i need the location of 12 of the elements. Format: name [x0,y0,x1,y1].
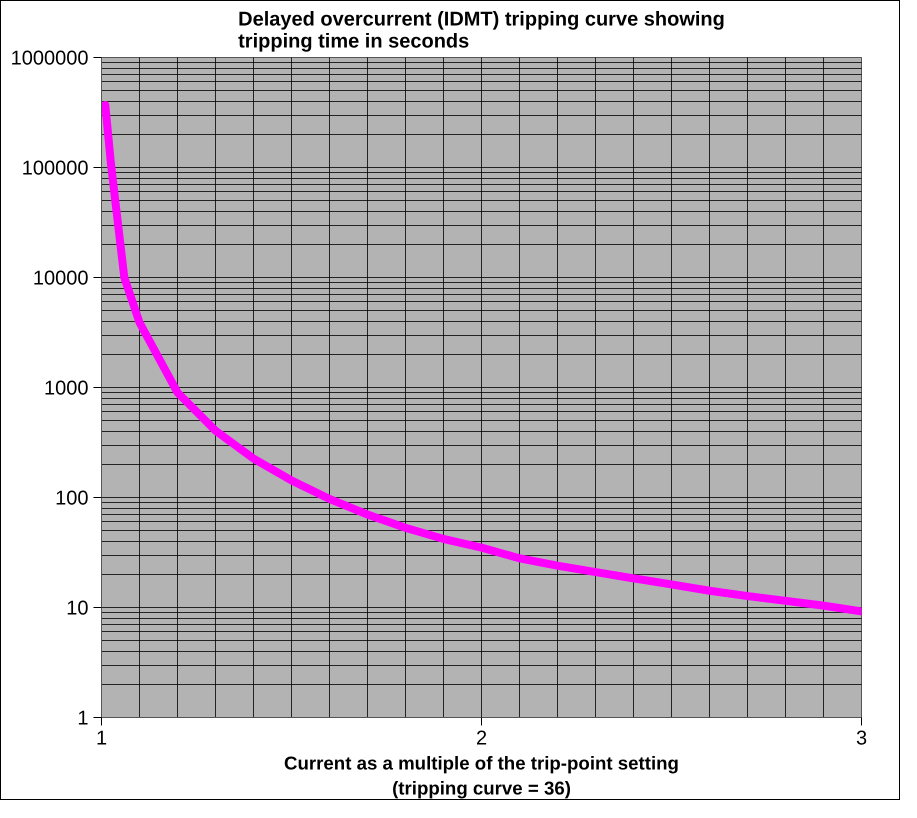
y-tick-label: 100000 [22,158,89,180]
y-tick-label: 1 [77,708,88,730]
x-tick-label: 1 [96,728,108,750]
y-tick-label: 1000 [44,378,89,400]
x-tick-label: 3 [856,728,868,750]
y-tick-label: 10 [66,598,89,620]
y-tick-label: 100 [55,488,89,510]
chart-title: Delayed overcurrent (IDMT) tripping curve showing tripping time in seconds [238,8,725,52]
x-tick-label: 2 [476,728,488,750]
y-tick-label: 10000 [32,268,89,290]
y-tick-label: 1000000 [10,48,89,70]
x-axis-title: Current as a multiple of the trip-point setting (tripping curve = 36) [284,752,679,799]
